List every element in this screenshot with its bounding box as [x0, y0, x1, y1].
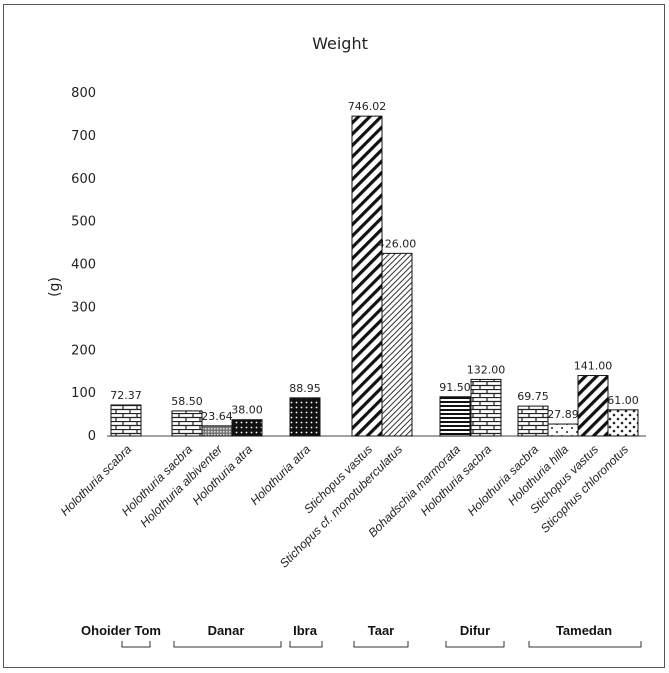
data-label: 746.02: [348, 100, 387, 113]
group-bracket: [528, 641, 642, 648]
y-tick-label: 300: [71, 300, 96, 315]
data-label: 23.64: [201, 410, 233, 423]
bar: [231, 419, 263, 437]
chart-title: Weight: [312, 34, 368, 53]
bar: [470, 378, 502, 437]
data-label: 72.37: [110, 389, 142, 402]
data-label: 426.00: [378, 237, 417, 250]
y-tick-label: 700: [71, 129, 96, 144]
group-bracket: [353, 641, 409, 648]
y-tick-label: 200: [71, 343, 96, 358]
group-label: Difur: [460, 623, 490, 638]
bar: [517, 405, 549, 437]
weight-bar-chart: Weight (g) 0 100 200 300 400 500 600 700 800 72.…: [47, 34, 646, 648]
y-tick-label: 100: [71, 386, 96, 401]
y-tick-label: 500: [71, 215, 96, 230]
chart-frame: Weight (g) 0 100 200 300 400 500 600 700 800 72.…: [3, 4, 665, 668]
group-label: Danar: [208, 623, 245, 638]
group-label: Ohoider Tom: [81, 623, 161, 638]
bar: [547, 423, 579, 437]
group-label: Tamedan: [556, 623, 612, 638]
bar: [171, 410, 203, 437]
bar: [381, 252, 413, 437]
group-bracket: [445, 641, 505, 648]
axis-layer: 0 100 200 300 400 500 600 700 800: [71, 86, 646, 444]
group-label-layer: Ohoider Tom Danar Ibra Taar Difur Tamedan: [81, 623, 642, 648]
bar: [201, 425, 233, 437]
data-label: 61.00: [607, 394, 639, 407]
bar: [607, 409, 639, 437]
data-label: 91.50: [439, 381, 471, 394]
data-label: 88.95: [289, 382, 321, 395]
data-label: 141.00: [574, 360, 613, 373]
data-label: 132.00: [467, 363, 506, 376]
group-label: Ibra: [293, 623, 318, 638]
y-axis-label: (g): [47, 277, 63, 297]
group-bracket: [173, 641, 282, 648]
data-label: 69.75: [517, 390, 549, 403]
bar: [351, 115, 383, 437]
bar-layer: [110, 115, 639, 437]
bar: [289, 397, 321, 437]
group-label: Taar: [368, 623, 395, 638]
data-label: 58.50: [171, 395, 203, 408]
data-label: 38.00: [231, 404, 263, 417]
data-label: 27.89: [547, 408, 579, 421]
bar: [110, 404, 142, 437]
y-tick-label: 600: [71, 172, 96, 187]
bar: [439, 396, 471, 437]
category-label: Holothuria atra: [248, 442, 314, 508]
y-tick-label: 800: [71, 86, 96, 101]
y-tick-label: 0: [88, 429, 96, 444]
bar: [577, 375, 609, 437]
y-tick-label: 400: [71, 258, 96, 273]
group-bracket: [121, 641, 151, 648]
group-bracket: [289, 641, 323, 648]
